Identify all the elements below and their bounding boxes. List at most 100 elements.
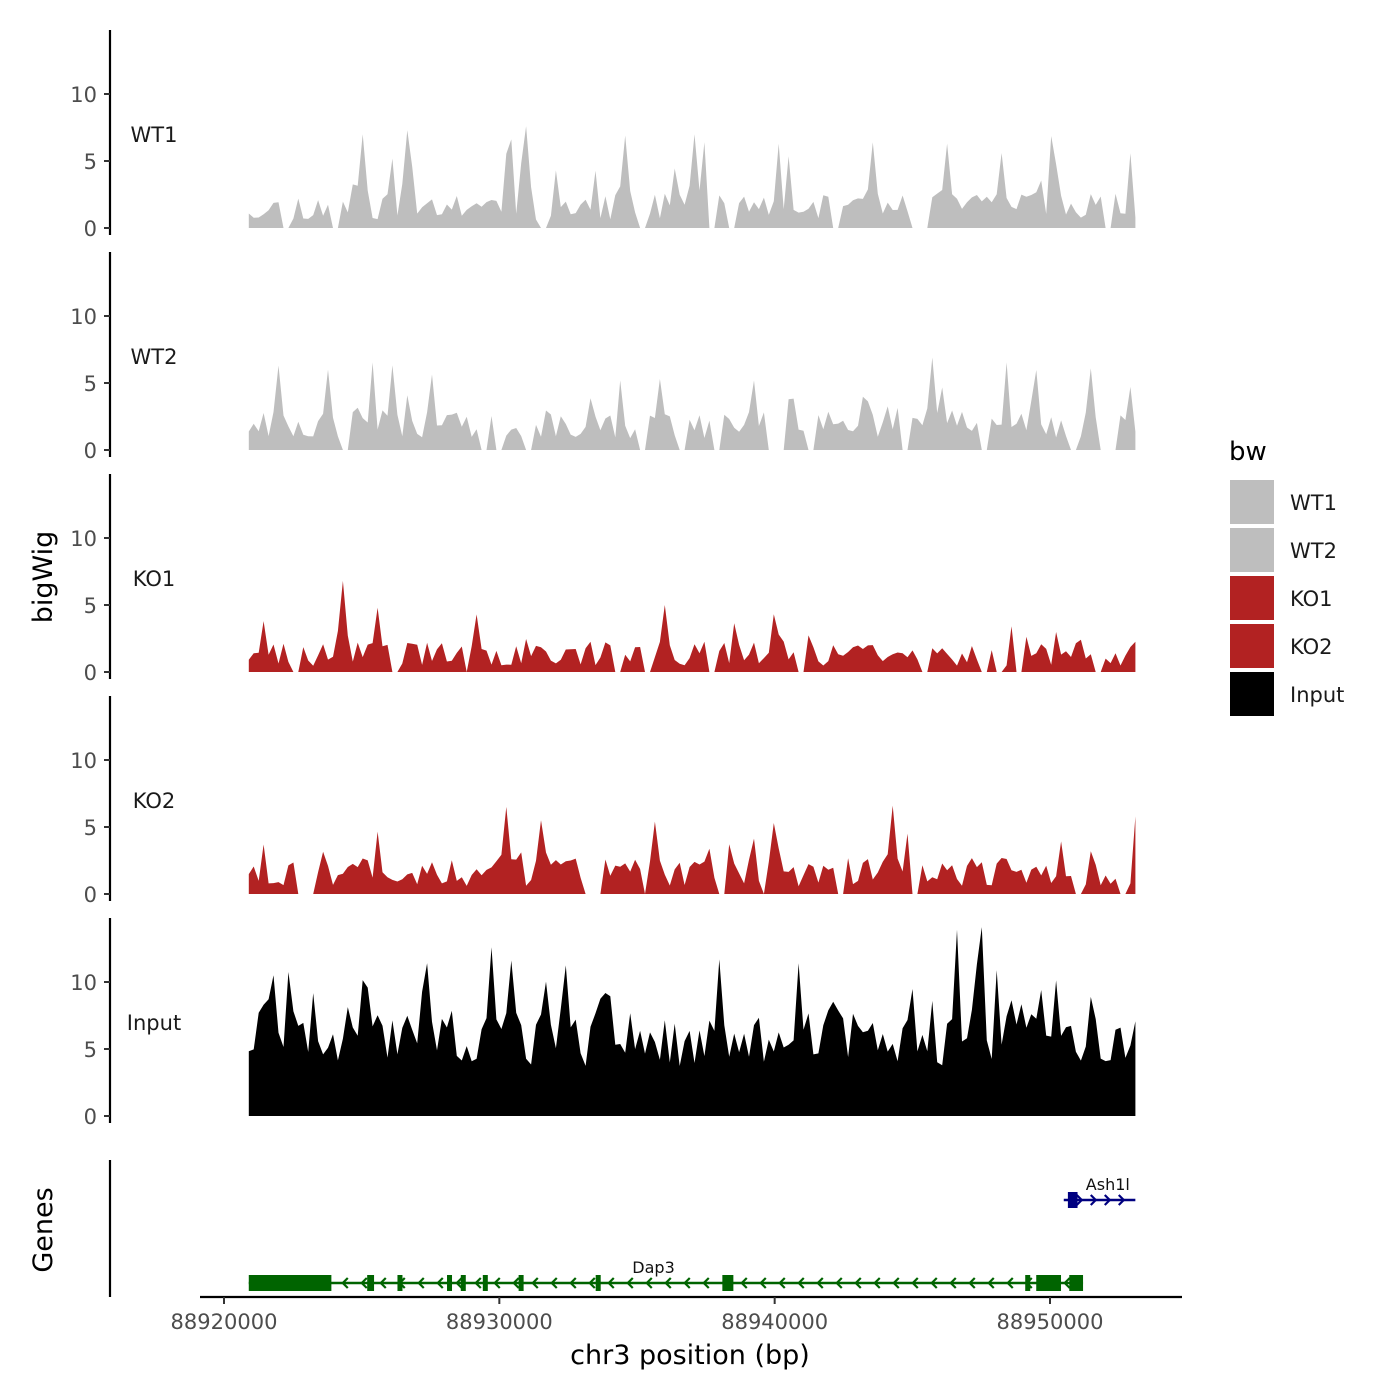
bigwig-tracks: 0 5 10 WT1 0 5 10 WT2 0 5 10 KO1 0 5 10 KO2 0 5 10 Input — [70, 30, 1136, 1129]
strand-arrow — [588, 1277, 596, 1289]
strand-arrow — [607, 1277, 615, 1289]
y-tick-label: 10 — [70, 971, 97, 995]
gene-label: Ash1l — [1086, 1175, 1130, 1194]
track-label: KO1 — [133, 567, 176, 591]
legend-label-KO1: KO1 — [1290, 587, 1333, 611]
exon — [397, 1275, 403, 1291]
strand-arrow — [436, 1277, 444, 1289]
genes-axis-title: Genes — [28, 1187, 59, 1272]
x-axis-title: chr3 position (bp) — [570, 1340, 810, 1371]
track-label: WT1 — [131, 123, 178, 147]
signal-area-WT2 — [248, 357, 1136, 450]
exon — [248, 1275, 332, 1291]
gene-track: 88920000 88930000 88940000 88950000 Dap3 Ash1… — [108, 1160, 1182, 1334]
strand-arrow — [759, 1277, 767, 1289]
signal-area-Input — [248, 927, 1136, 1116]
strand-arrow — [550, 1277, 558, 1289]
y-tick-label: 5 — [84, 816, 97, 840]
strand-arrow — [892, 1277, 900, 1289]
exon — [722, 1275, 734, 1291]
strand-arrow — [949, 1277, 957, 1289]
track-label: Input — [127, 1011, 181, 1035]
strand-arrow — [930, 1277, 938, 1289]
exon — [518, 1275, 524, 1291]
strand-arrow — [417, 1277, 425, 1289]
strand-arrow — [778, 1277, 786, 1289]
exon — [1025, 1275, 1031, 1291]
strand-arrow — [816, 1277, 824, 1289]
track-WT2: 0 5 10 WT2 — [70, 252, 1136, 463]
legend-label-KO2: KO2 — [1290, 635, 1333, 659]
strand-arrow — [683, 1277, 691, 1289]
strand-arrow — [569, 1277, 577, 1289]
y-tick-label: 10 — [70, 305, 97, 329]
exon — [1036, 1275, 1062, 1291]
exon — [482, 1275, 488, 1291]
strand-arrow — [1075, 1194, 1084, 1206]
signal-area-KO1 — [248, 580, 1136, 672]
strand-arrow — [911, 1277, 919, 1289]
track-KO1: 0 5 10 KO1 — [70, 474, 1136, 685]
y-tick-label: 0 — [84, 439, 97, 463]
exon — [1069, 1275, 1084, 1291]
strand-arrow — [1089, 1194, 1098, 1206]
strand-arrow — [531, 1277, 539, 1289]
strand-arrow — [512, 1277, 520, 1289]
y-axis-title: bigWig — [28, 531, 59, 624]
signal-area-WT1 — [248, 126, 1136, 228]
strand-arrow — [987, 1277, 995, 1289]
strand-arrow — [474, 1277, 482, 1289]
legend-swatch-WT1 — [1230, 480, 1274, 524]
y-tick-label: 10 — [70, 83, 97, 107]
strand-arrow — [379, 1277, 387, 1289]
x-tick-label: 88920000 — [171, 1310, 278, 1334]
strand-arrow — [1103, 1194, 1112, 1206]
y-tick-label: 5 — [84, 372, 97, 396]
gene-Dap3: Dap3 — [248, 1258, 1084, 1291]
track-Input: 0 5 10 Input — [70, 918, 1136, 1129]
strand-arrow — [664, 1277, 672, 1289]
strand-arrow — [1006, 1277, 1014, 1289]
strand-arrow — [626, 1277, 634, 1289]
strand-arrow — [968, 1277, 976, 1289]
y-tick-label: 0 — [84, 661, 97, 685]
y-tick-label: 10 — [70, 527, 97, 551]
legend-swatch-WT2 — [1230, 528, 1274, 572]
legend-swatch-KO2 — [1230, 624, 1274, 668]
track-KO2: 0 5 10 KO2 — [70, 696, 1136, 907]
track-label: WT2 — [131, 345, 178, 369]
strand-arrow — [360, 1277, 368, 1289]
legend-title: bw — [1229, 437, 1267, 467]
exon — [595, 1275, 601, 1291]
legend-swatch-KO1 — [1230, 576, 1274, 620]
x-tick-label: 88950000 — [997, 1310, 1104, 1334]
strand-arrow — [797, 1277, 805, 1289]
exon — [447, 1275, 453, 1291]
strand-arrow — [1063, 1277, 1071, 1289]
track-WT1: 0 5 10 WT1 — [70, 30, 1136, 241]
legend-label-WT1: WT1 — [1290, 491, 1337, 515]
x-tick-label: 88940000 — [721, 1310, 828, 1334]
y-tick-label: 0 — [84, 883, 97, 907]
y-tick-label: 5 — [84, 1038, 97, 1062]
strand-arrow — [455, 1277, 463, 1289]
strand-arrow — [493, 1277, 501, 1289]
y-tick-label: 0 — [84, 1105, 97, 1129]
strand-arrow — [854, 1277, 862, 1289]
exon — [1067, 1192, 1078, 1208]
exon — [460, 1275, 466, 1291]
gene-Ash1l: Ash1l — [1063, 1175, 1136, 1208]
strand-arrow — [873, 1277, 881, 1289]
gene-label: Dap3 — [632, 1258, 674, 1277]
legend: bw WT1 WT2 KO1 KO2 Input — [1229, 437, 1344, 716]
y-tick-label: 5 — [84, 150, 97, 174]
y-tick-label: 5 — [84, 594, 97, 618]
strand-arrow — [835, 1277, 843, 1289]
strand-arrow — [341, 1277, 349, 1289]
signal-area-KO2 — [248, 805, 1136, 894]
legend-label-WT2: WT2 — [1290, 539, 1337, 563]
strand-arrow — [702, 1277, 710, 1289]
x-tick-label: 88930000 — [446, 1310, 553, 1334]
legend-swatch-Input — [1230, 672, 1274, 716]
